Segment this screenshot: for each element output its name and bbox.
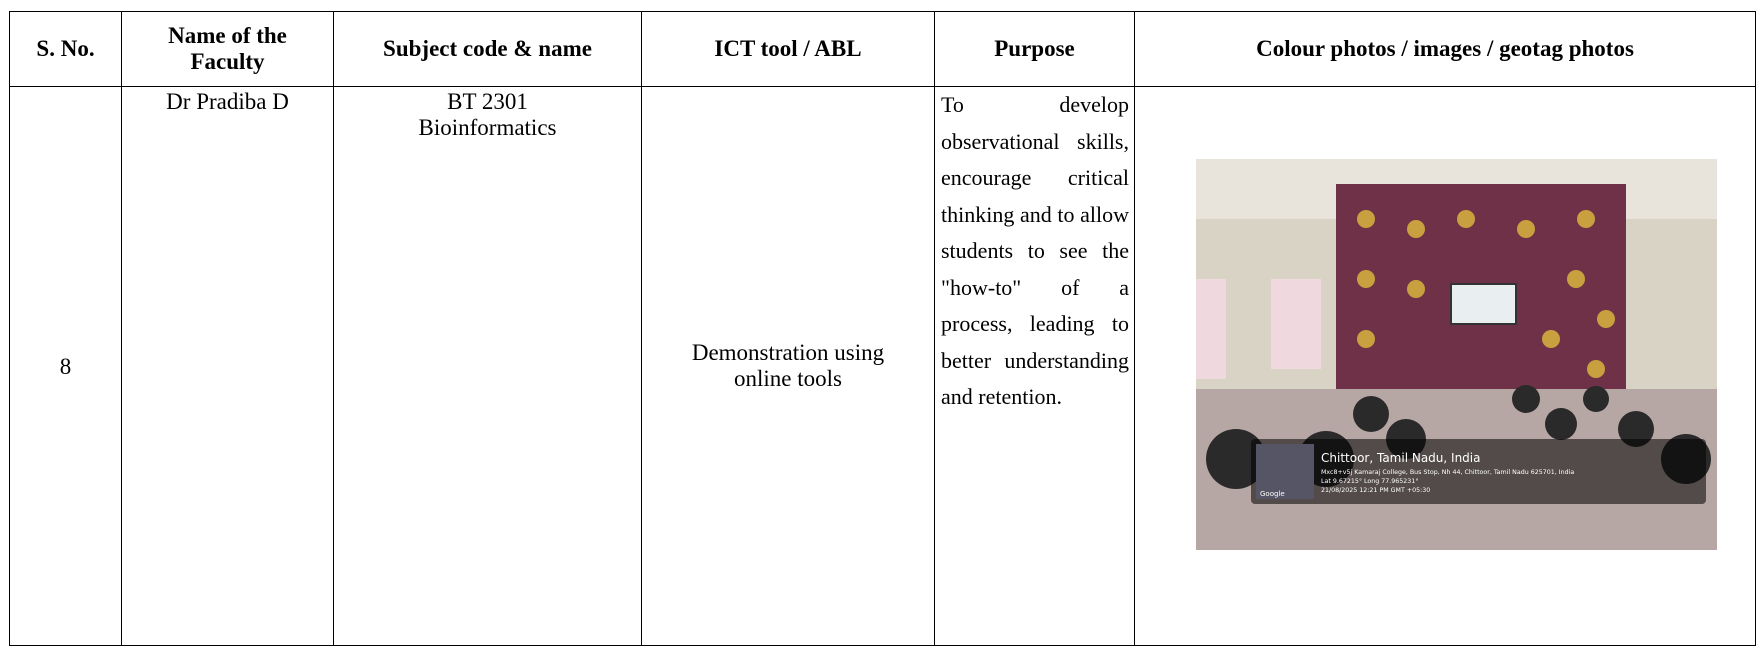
map-brand: Google — [1260, 490, 1285, 498]
header-cell: S. No. — [9, 11, 122, 87]
wall-pattern — [1357, 210, 1615, 378]
geotag-address: Mxc8+v5j Kamaraj College, Bus Stop, Nh 4… — [1321, 469, 1574, 476]
data-row: 8 Dr Pradiba D BT 2301 Bioinformatics De… — [9, 86, 1756, 646]
header-cell: Subject code & name — [333, 11, 642, 87]
geotag-time: 21/08/2025 12:21 PM GMT +05:30 — [1321, 487, 1430, 494]
geotag-box — [1251, 439, 1706, 504]
serial-number: 8 — [9, 86, 122, 646]
subject-cell: BT 2301 Bioinformatics — [333, 86, 642, 646]
map-thumb — [1256, 444, 1314, 499]
header-row: S. No. Name of the Faculty Subject code … — [9, 11, 1756, 87]
ict-tool: Demonstration using online tools — [641, 86, 935, 646]
purpose: To develop observational skills, encoura… — [934, 86, 1135, 646]
header-cell: ICT tool / ABL — [641, 11, 935, 87]
ict-table: S. No. Name of the Faculty Subject code … — [9, 11, 1756, 646]
header-cell: Name of the Faculty — [121, 11, 334, 87]
curtain — [1196, 279, 1226, 379]
geotag-coords: Lat 9.67215° Long 77.965231° — [1321, 477, 1418, 485]
header-cell: Colour photos / images / geotag photos — [1134, 11, 1756, 87]
faculty-name: Dr Pradiba D — [121, 86, 334, 646]
photo-cell: Google Chittoor, Tamil Nadu, India Mxc8+… — [1134, 86, 1756, 646]
header-cell: Purpose — [934, 11, 1135, 87]
geotag-overlay: Google Chittoor, Tamil Nadu, India Mxc8+… — [1251, 439, 1706, 504]
subject-name: Bioinformatics — [418, 115, 557, 140]
curtain — [1271, 279, 1321, 369]
geotag-photo: Google Chittoor, Tamil Nadu, India Mxc8+… — [1196, 159, 1717, 550]
screen — [1450, 283, 1517, 325]
subject-code: BT 2301 — [447, 89, 528, 114]
geotag-location: Chittoor, Tamil Nadu, India — [1321, 451, 1480, 465]
